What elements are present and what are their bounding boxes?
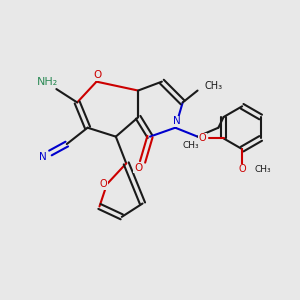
Text: O: O [134, 163, 142, 173]
Text: CH₃: CH₃ [183, 141, 199, 150]
Text: N: N [173, 116, 181, 126]
Text: NH₂: NH₂ [37, 76, 58, 87]
Text: O: O [238, 164, 246, 174]
Text: O: O [100, 179, 107, 189]
Text: O: O [94, 70, 102, 80]
Text: CH₃: CH₃ [205, 81, 223, 91]
Text: N: N [39, 152, 47, 162]
Text: O: O [198, 134, 206, 143]
Text: CH₃: CH₃ [255, 165, 271, 174]
